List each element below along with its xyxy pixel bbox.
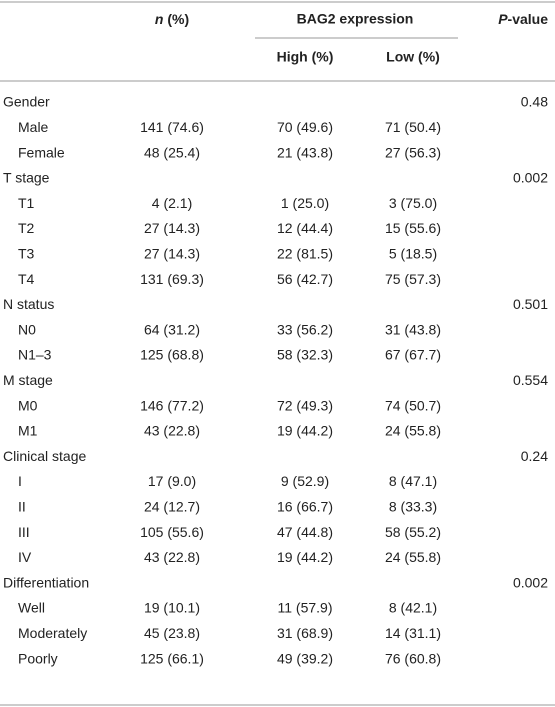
row-label: M1 [18, 423, 38, 439]
header-p-rest: -value [508, 11, 549, 27]
cell-low: 58 (55.2) [385, 524, 441, 540]
cell-n: 131 (69.3) [140, 271, 204, 287]
row-label: Male [18, 119, 49, 135]
cell-high: 72 (49.3) [277, 397, 333, 413]
cell-high: 56 (42.7) [277, 271, 333, 287]
cell-high: 9 (52.9) [281, 473, 329, 489]
group-label: Differentiation [3, 574, 89, 590]
header-n-italic: n [155, 11, 164, 27]
row-label: N0 [18, 321, 36, 337]
p-value: 0.48 [521, 94, 548, 110]
cell-low: 15 (55.6) [385, 220, 441, 236]
cell-n: 17 (9.0) [148, 473, 196, 489]
cell-high: 49 (39.2) [277, 650, 333, 666]
cell-low: 31 (43.8) [385, 321, 441, 337]
cell-high: 1 (25.0) [281, 195, 329, 211]
group-label: Clinical stage [3, 448, 86, 464]
cell-high: 11 (57.9) [278, 600, 333, 616]
cell-n: 48 (25.4) [144, 144, 200, 160]
cell-low: 3 (75.0) [389, 195, 437, 211]
row-label: M0 [18, 397, 38, 413]
cell-high: 19 (44.2) [277, 549, 333, 565]
cell-high: 33 (56.2) [277, 321, 333, 337]
p-value: 0.501 [513, 296, 548, 312]
cell-low: 24 (55.8) [385, 423, 441, 439]
header-low: Low (%) [386, 49, 440, 65]
cell-low: 75 (57.3) [385, 271, 441, 287]
cell-low: 74 (50.7) [385, 397, 441, 413]
row-label: N1–3 [18, 347, 52, 363]
p-value: 0.24 [521, 448, 548, 464]
cell-high: 19 (44.2) [277, 423, 333, 439]
group-label: N status [3, 296, 54, 312]
header-p-italic: P [498, 11, 508, 27]
cell-high: 47 (44.8) [277, 524, 333, 540]
row-label: II [18, 499, 26, 515]
group-label: M stage [3, 372, 53, 388]
header-n: n (%) [155, 11, 189, 27]
cell-n: 125 (68.8) [140, 347, 204, 363]
cell-high: 16 (66.7) [277, 499, 333, 515]
cell-low: 27 (56.3) [385, 144, 441, 160]
cell-n: 43 (22.8) [144, 549, 200, 565]
cell-low: 8 (42.1) [389, 600, 437, 616]
row-label: T3 [18, 246, 35, 262]
header-high: High (%) [277, 49, 334, 65]
group-label: T stage [3, 170, 50, 186]
cell-high: 12 (44.4) [277, 220, 333, 236]
row-label: T4 [18, 271, 35, 287]
p-value: 0.002 [513, 170, 548, 186]
row-label: Moderately [18, 625, 87, 641]
p-value: 0.002 [513, 574, 548, 590]
header-p: P-value [498, 11, 548, 27]
cell-n: 4 (2.1) [152, 195, 192, 211]
cell-low: 71 (50.4) [385, 119, 441, 135]
header-expression: BAG2 expression [297, 11, 414, 27]
cell-n: 141 (74.6) [140, 119, 204, 135]
row-label: IV [18, 549, 32, 565]
cell-n: 105 (55.6) [140, 524, 204, 540]
cell-low: 24 (55.8) [385, 549, 441, 565]
cell-low: 5 (18.5) [389, 246, 437, 262]
cell-high: 70 (49.6) [277, 119, 333, 135]
cell-low: 8 (33.3) [389, 499, 437, 515]
cell-low: 67 (67.7) [385, 347, 441, 363]
row-label: Well [18, 600, 45, 616]
cell-n: 125 (66.1) [140, 650, 204, 666]
cell-high: 21 (43.8) [277, 144, 333, 160]
cell-low: 8 (47.1) [389, 473, 437, 489]
cell-low: 14 (31.1) [385, 625, 441, 641]
group-label: Gender [3, 94, 50, 110]
row-label: III [18, 524, 30, 540]
cell-n: 24 (12.7) [144, 499, 200, 515]
row-label: Female [18, 144, 65, 160]
row-label: I [18, 473, 22, 489]
cell-n: 27 (14.3) [144, 220, 200, 236]
row-label: T2 [18, 220, 35, 236]
row-label: Poorly [18, 650, 58, 666]
cell-high: 31 (68.9) [277, 625, 333, 641]
cell-n: 146 (77.2) [140, 397, 204, 413]
p-value: 0.554 [513, 372, 548, 388]
header-n-rest: (%) [163, 11, 189, 27]
cell-high: 22 (81.5) [277, 246, 333, 262]
cell-low: 76 (60.8) [385, 650, 441, 666]
cell-n: 64 (31.2) [144, 321, 200, 337]
row-label: T1 [18, 195, 35, 211]
cell-n: 45 (23.8) [144, 625, 200, 641]
cell-n: 19 (10.1) [144, 600, 200, 616]
cell-n: 43 (22.8) [144, 423, 200, 439]
cell-n: 27 (14.3) [144, 246, 200, 262]
cell-high: 58 (32.3) [277, 347, 333, 363]
